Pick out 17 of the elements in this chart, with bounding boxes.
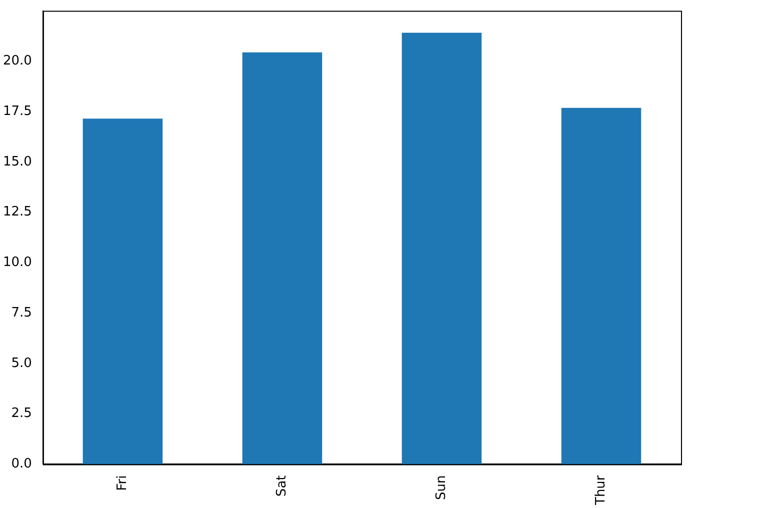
x-tick-label: Sun [434, 475, 450, 500]
y-tick-label: 5.0 [11, 356, 32, 371]
bar [561, 108, 642, 464]
y-tick-label: 17.5 [2, 104, 32, 119]
x-tick-label: Thur [594, 474, 609, 506]
y-tick-label: 10.0 [2, 255, 32, 270]
y-tick-label: 2.5 [11, 406, 32, 422]
y-tick-label: 20.0 [2, 54, 32, 69]
y-tick-label: 12.5 [2, 204, 32, 220]
y-tick-label: 0.0 [11, 456, 32, 472]
y-tick-label: 7.5 [11, 305, 32, 320]
bar [402, 32, 482, 464]
x-tick-label: Fri [115, 475, 130, 491]
bar [242, 52, 322, 464]
y-tick-label: 15.0 [2, 154, 32, 170]
bar [82, 118, 163, 464]
x-tick-label: Sat [274, 475, 290, 497]
